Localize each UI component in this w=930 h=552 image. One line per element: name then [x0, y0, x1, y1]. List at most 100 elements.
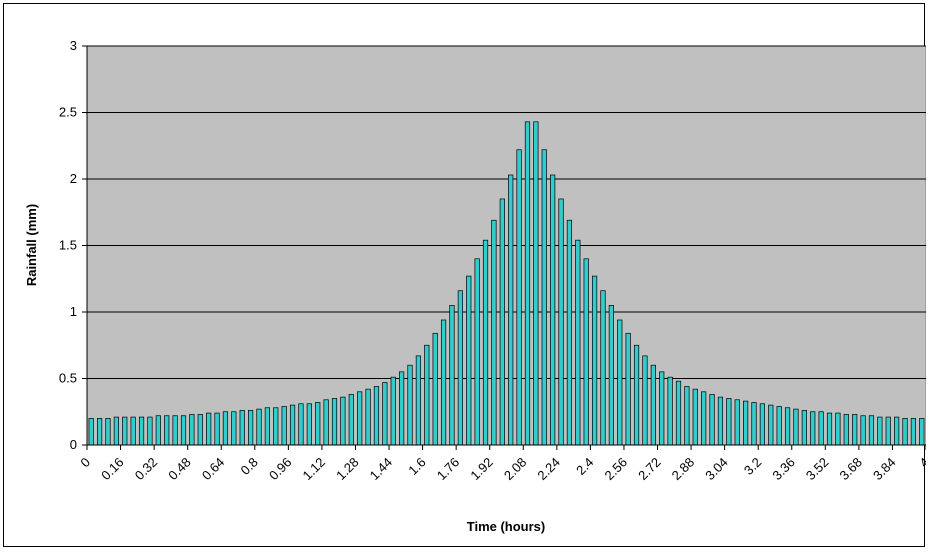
x-tick-label: 3.04: [702, 455, 731, 484]
rainfall-bar: [902, 418, 908, 446]
x-tick-label: 2.08: [501, 455, 530, 484]
rainfall-bar: [508, 174, 514, 446]
rainfall-bar: [826, 412, 833, 446]
rainfall-bar: [407, 364, 413, 446]
x-axis-title: Time (hours): [467, 519, 546, 534]
rainfall-bar: [474, 258, 480, 446]
rainfall-bar: [642, 355, 648, 446]
rainfall-bar: [96, 418, 103, 446]
rainfall-bar: [281, 406, 287, 446]
x-tick-label: 1.44: [367, 455, 396, 484]
rainfall-bar: [390, 376, 396, 446]
y-tick-label: 0.5: [59, 371, 77, 386]
rainfall-bar: [759, 403, 765, 446]
rainfall-bar: [776, 406, 782, 446]
rainfall-bar: [768, 404, 774, 446]
rainfall-bar: [818, 411, 824, 446]
rainfall-bar: [675, 380, 682, 446]
rainfall-bar: [88, 418, 94, 446]
rainfall-bar: [843, 414, 849, 446]
rainfall-bar: [852, 414, 858, 446]
x-tick-label: 2.72: [635, 455, 664, 484]
rainfall-bar: [449, 305, 455, 446]
rainfall-bar: [206, 412, 212, 446]
rainfall-bar: [248, 410, 254, 446]
x-tick-label: 0.48: [165, 455, 194, 484]
rainfall-bar: [684, 386, 690, 446]
rainfall-bar: [709, 394, 715, 446]
x-tick-label: 0.16: [98, 455, 127, 484]
rainfall-bar: [273, 407, 279, 446]
rainfall-bar: [147, 416, 153, 446]
rainfall-bar: [877, 416, 883, 446]
rainfall-bar: [491, 219, 497, 446]
rainfall-bar: [701, 391, 707, 446]
y-tick-label: 3: [70, 38, 77, 53]
rainfall-bar: [197, 414, 203, 446]
rainfall-bar: [717, 396, 724, 446]
y-tick-label: 1.5: [59, 238, 77, 253]
rainfall-bar: [575, 239, 581, 446]
rainfall-bar: [583, 258, 589, 446]
y-axis-title: Rainfall (mm): [24, 204, 39, 286]
rainfall-bar: [138, 416, 145, 446]
rainfall-bar: [541, 149, 547, 446]
x-tick-label: 1.76: [434, 455, 463, 484]
x-tick-label: 0.8: [238, 455, 261, 478]
rainfall-bar: [516, 149, 522, 446]
rainfall-bar: [457, 290, 463, 446]
rainfall-bar: [558, 198, 564, 446]
rainfall-bar: [801, 410, 807, 446]
rainfall-bar: [650, 364, 656, 446]
rainfall-bar-chart: 00.511.522.53 0 0.16 0.32 0.48 0.64 0.8 0.96 1.…: [24, 38, 926, 534]
rainfall-bar: [482, 239, 489, 446]
rainfall-bar: [172, 415, 178, 446]
rainfall-bar: [122, 416, 128, 446]
rainfall-bar: [591, 275, 598, 446]
rainfall-bar: [306, 403, 312, 446]
rainfall-bar: [256, 408, 262, 446]
rainfall-bar: [289, 404, 296, 446]
rainfall-bar: [793, 408, 799, 446]
rainfall-bar: [885, 416, 891, 446]
x-tick-label: 0: [77, 455, 93, 471]
rainfall-bar: [919, 418, 925, 446]
x-tick-labels: 0 0.16 0.32 0.48 0.64 0.8 0.96 1.12 1.28 1.44 1.6 1…: [77, 455, 926, 484]
rainfall-bar: [180, 415, 187, 446]
gridlines: [87, 45, 926, 379]
x-tick-label: 3.36: [769, 455, 798, 484]
y-tick-label: 2: [70, 171, 77, 186]
rainfall-bar: [810, 411, 816, 446]
x-tick-label: 2.56: [602, 455, 631, 484]
rainfall-bar: [633, 344, 640, 446]
rainfall-bar: [466, 275, 472, 446]
rainfall-bar: [566, 219, 573, 446]
y-tick-label: 2.5: [59, 105, 77, 120]
x-tick-label: 0.32: [132, 455, 161, 484]
rainfall-bar: [357, 391, 363, 446]
rainfall-bar: [130, 416, 136, 446]
rainfall-bar: [860, 415, 866, 446]
rainfall-bar: [155, 415, 161, 446]
x-tick-label: 1.12: [300, 455, 329, 484]
y-tick-label: 0: [70, 437, 77, 452]
chart-frame: 0 0.5 1 1.5 2 2.5 3 0 0.16 0.32 0.48 0.64 0.8 0.96 1.…: [3, 3, 926, 547]
rainfall-bar: [348, 394, 354, 446]
bars: [88, 121, 925, 446]
rainfall-bar: [499, 198, 505, 446]
rainfall-bar: [189, 414, 195, 446]
x-tick-label: 3.68: [836, 455, 865, 484]
rainfall-bar: [239, 410, 245, 446]
x-tick-label: 1.92: [467, 455, 496, 484]
rainfall-bar: [617, 319, 623, 446]
rainfall-bar: [692, 388, 698, 446]
rainfall-bar: [835, 412, 841, 446]
axes: [82, 45, 926, 450]
y-tick-label: 1: [70, 304, 77, 319]
rainfall-bar: [625, 332, 631, 446]
rainfall-bar: [298, 403, 304, 446]
rainfall-bar: [550, 174, 556, 446]
rainfall-bar: [751, 402, 757, 446]
rainfall-bar: [323, 399, 329, 446]
x-tick-label: 0.64: [199, 455, 228, 484]
